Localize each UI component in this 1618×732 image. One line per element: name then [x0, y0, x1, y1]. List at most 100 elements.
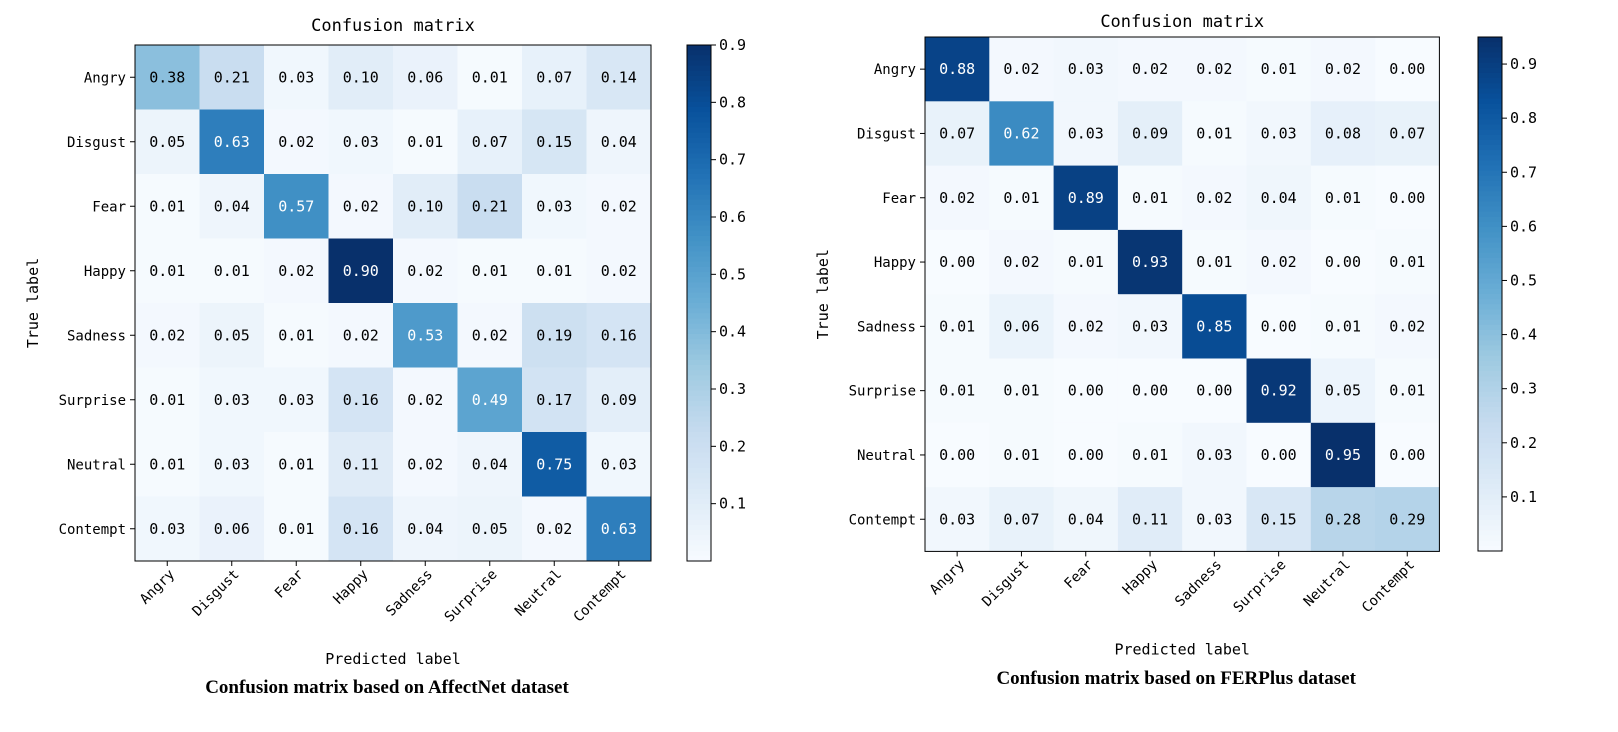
- heatmap-cell: [925, 487, 990, 552]
- heatmap-cell: [199, 496, 265, 562]
- cell-value-label: 0.01: [407, 133, 443, 151]
- colorbar-segment: [687, 220, 711, 227]
- heatmap-cell: [989, 358, 1055, 424]
- y-tick-label: Happy: [874, 255, 916, 271]
- cell-value-label: 0.04: [1068, 510, 1104, 528]
- heatmap-cell: [457, 303, 523, 368]
- heatmap-cell: [393, 367, 458, 433]
- cell-value-label: 0.02: [149, 326, 185, 344]
- heatmap-cell: [393, 109, 458, 175]
- heatmap-cell: [1375, 422, 1440, 488]
- colorbar-segment: [1478, 155, 1502, 161]
- colorbar-segment: [1478, 283, 1502, 290]
- colorbar-segment: [687, 457, 711, 464]
- cell-value-label: 0.63: [601, 520, 637, 538]
- cell-value-label: 0.11: [1132, 510, 1168, 528]
- colorbar-segment: [687, 401, 711, 407]
- cell-value-label: 0.08: [1325, 124, 1361, 142]
- cell-value-label: 0.03: [278, 68, 314, 86]
- heatmap-cell: [199, 45, 265, 110]
- colorbar-segment: [687, 452, 711, 459]
- colorbar-segment: [1478, 525, 1502, 532]
- colorbar-segment: [1478, 273, 1502, 280]
- cell-value-label: 0.01: [1132, 446, 1168, 464]
- colorbar-segment: [687, 359, 711, 366]
- cell-value-label: 0.01: [1003, 382, 1039, 400]
- cell-value-label: 0.07: [472, 133, 508, 151]
- cell-value-label: 0.29: [1389, 510, 1425, 528]
- colorbar-segment: [687, 488, 711, 495]
- colorbar-segment: [1478, 37, 1502, 43]
- colorbar-segment: [1478, 365, 1502, 372]
- cell-value-label: 0.05: [472, 520, 508, 538]
- cell-value-label: 0.06: [1003, 317, 1039, 335]
- cell-value-label: 0.01: [1132, 189, 1168, 207]
- cell-value-label: 0.01: [278, 520, 314, 538]
- heatmap-cell: [393, 496, 458, 562]
- colorbar-segment: [1478, 396, 1502, 403]
- heatmap-cell: [1117, 229, 1183, 295]
- heatmap-cell: [1246, 487, 1312, 552]
- heatmap-cell: [586, 367, 652, 433]
- colorbar-segment: [687, 509, 711, 516]
- colorbar-segment: [1478, 407, 1502, 413]
- colorbar-segment: [687, 174, 711, 180]
- colorbar-segment: [687, 308, 711, 314]
- heatmap-cell: [457, 496, 523, 562]
- colorbar-segment: [1478, 237, 1502, 244]
- colorbar-segment: [1478, 371, 1502, 377]
- heatmap-cell: [522, 432, 587, 497]
- colorbar-segment: [1478, 72, 1502, 79]
- cell-value-label: 0.93: [1132, 253, 1168, 271]
- colorbar-segment: [1478, 535, 1502, 542]
- heatmap-cell: [925, 165, 990, 231]
- confusion-matrix-panel-1: Confusion matrix 0.38 0.21 0.03 0.10 0.06 0.01…: [24, 16, 746, 698]
- heatmap-cell: [1053, 165, 1119, 231]
- colorbar-segment: [687, 65, 711, 72]
- y-tick-label: Fear: [92, 199, 126, 215]
- cell-value-label: 0.02: [1196, 189, 1232, 207]
- cell-value-label: 0.49: [472, 391, 508, 409]
- heatmap-cell: [1310, 294, 1376, 359]
- heatmap-cell: [522, 45, 587, 110]
- heatmap-cell: [1117, 358, 1183, 424]
- x-tick-label: Fear: [272, 567, 307, 602]
- cell-value-label: 0.00: [1389, 60, 1425, 78]
- colorbar-segment: [687, 132, 711, 139]
- colorbar-segment: [1478, 129, 1502, 136]
- colorbar-segment: [1478, 93, 1502, 100]
- cell-value-label: 0.02: [1261, 253, 1297, 271]
- colorbar-segment: [1478, 520, 1502, 526]
- colorbar-segment: [687, 158, 711, 165]
- heatmap-cell: [925, 422, 990, 488]
- colorbar-segment: [687, 189, 711, 196]
- heatmap-cell: [1246, 165, 1312, 231]
- colorbar-segment: [687, 127, 711, 134]
- colorbar-segment: [687, 483, 711, 490]
- colorbar-segment: [1478, 401, 1502, 408]
- x-tick-label: Sadness: [1172, 557, 1225, 610]
- colorbar-segment: [687, 390, 711, 397]
- colorbar-segment: [687, 504, 711, 510]
- colorbar-segment: [687, 478, 711, 485]
- colorbar-tick-label: 0.5: [1510, 271, 1537, 289]
- cell-value-label: 0.04: [1261, 189, 1297, 207]
- colorbar-segment: [1478, 324, 1502, 331]
- heatmap-cell: [135, 45, 200, 110]
- x-tick-label: Surprise: [442, 567, 501, 626]
- colorbar-segment: [1478, 340, 1502, 346]
- colorbar-segment: [687, 411, 711, 418]
- heatmap-cell: [989, 37, 1055, 102]
- colorbar-segment: [1478, 468, 1502, 475]
- cell-value-label: 0.75: [536, 455, 572, 473]
- colorbar-segment: [687, 81, 711, 87]
- heatmap-cell: [1310, 37, 1376, 102]
- cell-value-label: 0.00: [1389, 189, 1425, 207]
- colorbar-segment: [1478, 509, 1502, 516]
- colorbar-segment: [687, 540, 711, 547]
- cell-value-label: 0.01: [278, 326, 314, 344]
- heatmap-cell: [199, 238, 265, 304]
- cell-value-label: 0.07: [1389, 124, 1425, 142]
- heatmap-cell: [1182, 101, 1247, 167]
- y-tick-label: Surprise: [849, 384, 916, 400]
